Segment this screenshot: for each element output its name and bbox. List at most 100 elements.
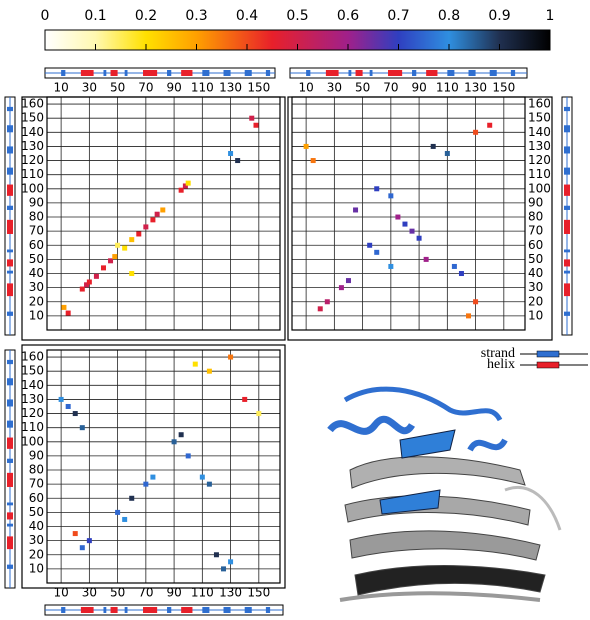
y-tick-label: 90 xyxy=(29,448,44,462)
contact xyxy=(207,369,212,374)
contact xyxy=(304,144,309,149)
colorbar-tick-label: 0 xyxy=(41,8,50,24)
y-tick-label: 20 xyxy=(29,294,44,308)
contact xyxy=(200,475,205,480)
x-tick-label: 110 xyxy=(436,81,459,95)
x-tick-label: 150 xyxy=(247,81,270,95)
strand-segment xyxy=(7,565,13,569)
strand-segment xyxy=(7,168,13,175)
contact xyxy=(122,246,127,251)
helix-segment xyxy=(181,70,192,76)
x-tick-label: 130 xyxy=(219,586,242,600)
x-tick-label: 10 xyxy=(53,81,68,95)
y-tick-label: 30 xyxy=(29,280,44,294)
y-tick-label: 100 xyxy=(21,434,44,448)
contact xyxy=(150,475,155,480)
strand-segment xyxy=(7,421,13,428)
y-tick-label: 140 xyxy=(528,125,551,139)
strand-segment xyxy=(167,607,171,613)
colorbar-tick-label: 0.3 xyxy=(185,8,207,24)
contact xyxy=(431,144,436,149)
strand-segment xyxy=(564,250,570,253)
contact xyxy=(143,224,148,229)
strand-segment xyxy=(266,70,270,76)
strand-segment xyxy=(469,70,476,76)
helix-segment xyxy=(143,607,157,613)
contact xyxy=(402,222,407,227)
contact xyxy=(445,151,450,156)
y-tick-label: 30 xyxy=(29,533,44,547)
y-tick-label: 60 xyxy=(29,238,44,252)
strand-segment xyxy=(7,206,13,210)
contact xyxy=(150,217,155,222)
y-tick-label: 130 xyxy=(21,139,44,153)
helix-segment xyxy=(7,438,13,449)
contact xyxy=(66,404,71,409)
helix-segment xyxy=(7,185,13,196)
contact xyxy=(487,123,492,128)
contact xyxy=(172,439,177,444)
y-tick-label: 150 xyxy=(21,364,44,378)
contact xyxy=(115,510,120,515)
x-tick-label: 70 xyxy=(383,81,398,95)
strand-segment xyxy=(103,607,106,613)
strand-segment xyxy=(224,70,231,76)
x-tick-label: 150 xyxy=(492,81,515,95)
y-tick-label: 30 xyxy=(528,280,543,294)
helix-segment xyxy=(111,607,118,613)
y-tick-label: 40 xyxy=(528,266,543,280)
y-tick-label: 40 xyxy=(29,519,44,533)
y-tick-label: 70 xyxy=(528,224,543,238)
y-tick-label: 140 xyxy=(21,378,44,392)
legend-label: helix xyxy=(487,357,515,372)
strand-segment xyxy=(447,70,454,76)
strand-segment xyxy=(125,607,128,613)
y-tick-label: 60 xyxy=(528,238,543,252)
y-tick-label: 160 xyxy=(21,350,44,364)
contact xyxy=(395,215,400,220)
x-tick-label: 90 xyxy=(411,81,426,95)
y-tick-label: 20 xyxy=(29,547,44,561)
y-tick-label: 50 xyxy=(29,505,44,519)
contact xyxy=(253,123,258,128)
y-tick-label: 100 xyxy=(21,181,44,195)
strand-segment xyxy=(202,607,209,613)
contact xyxy=(228,559,233,564)
y-tick-label: 140 xyxy=(21,125,44,139)
strand-segment xyxy=(245,607,252,613)
y-tick-label: 120 xyxy=(528,153,551,167)
contact xyxy=(367,243,372,248)
y-tick-label: 50 xyxy=(29,252,44,266)
contact xyxy=(214,552,219,557)
strand-segment xyxy=(564,312,570,316)
helix-segment xyxy=(564,185,570,196)
contact xyxy=(388,193,393,198)
contact xyxy=(228,151,233,156)
helix-segment xyxy=(326,70,339,76)
helix-segment xyxy=(7,220,13,234)
y-tick-label: 120 xyxy=(21,153,44,167)
y-tick-label: 90 xyxy=(29,195,44,209)
y-tick-label: 80 xyxy=(528,210,543,224)
strand-segment xyxy=(7,271,13,274)
x-tick-label: 110 xyxy=(191,81,214,95)
colorbar-tick-label: 1 xyxy=(546,8,555,24)
x-tick-label: 30 xyxy=(82,586,97,600)
contact xyxy=(61,305,66,310)
strand-segment xyxy=(564,168,570,175)
contact xyxy=(325,299,330,304)
colorbar-tick-label: 0.4 xyxy=(236,8,258,24)
contact xyxy=(473,299,478,304)
contact xyxy=(129,271,134,276)
helix-segment xyxy=(7,473,13,487)
contact xyxy=(94,274,99,279)
helix-segment xyxy=(7,283,13,296)
strand-segment xyxy=(511,70,515,76)
contact xyxy=(466,313,471,318)
contact xyxy=(179,432,184,437)
contact xyxy=(459,271,464,276)
contact xyxy=(473,130,478,135)
strand-segment xyxy=(125,70,128,76)
x-tick-label: 150 xyxy=(247,586,270,600)
contact xyxy=(242,397,247,402)
